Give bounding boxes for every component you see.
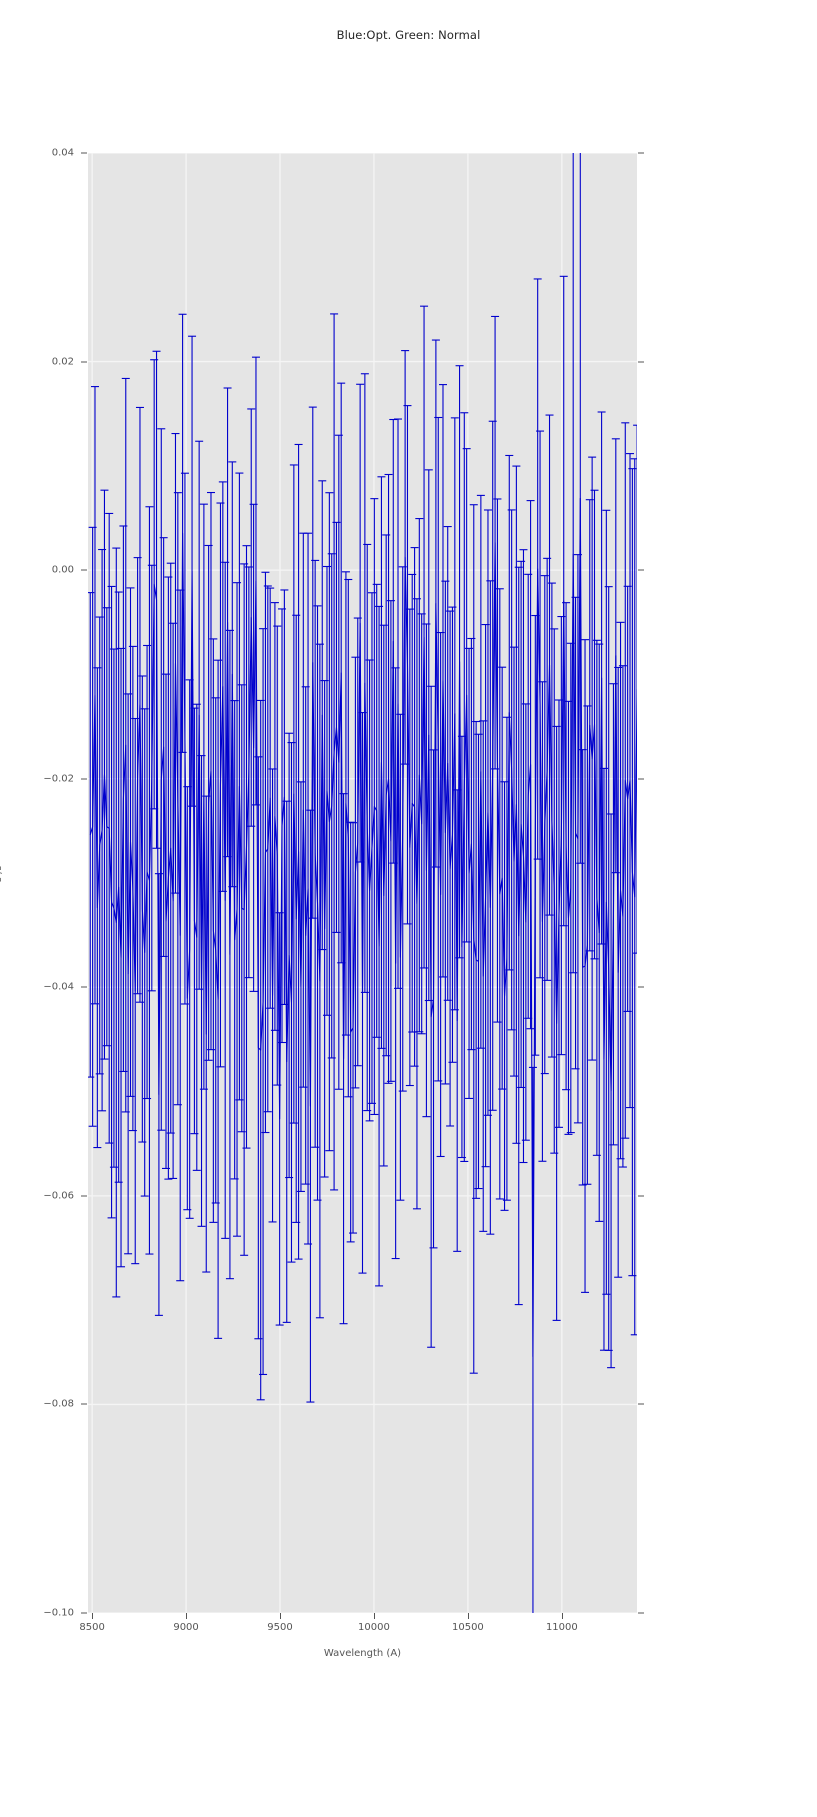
data-line-blue [89,497,637,1358]
x-tick-label: 10500 [451,1622,484,1633]
x-tick-label: 11000 [545,1622,578,1633]
x-tick-mark [373,1613,375,1619]
x-tick-mark [280,1613,282,1619]
y-tick-mark [81,986,87,988]
chart-title: Blue:Opt. Green: Normal [336,28,481,42]
y-tick-mark-right [638,152,644,154]
y-tick-mark-right [638,1195,644,1197]
y-tick-mark-right [638,778,644,780]
y-tick-label: 0.00 [51,564,74,576]
y-tick-mark-right [638,1403,644,1405]
y-tick-label: −0.08 [43,1398,74,1410]
y-tick-label: 0.02 [51,356,74,368]
spectrum-polyline [89,497,637,1358]
y-axis-label: e-/s [0,865,4,883]
plot-area [88,153,637,1613]
y-tick-label: −0.06 [43,1190,74,1202]
y-tick-mark [81,1403,87,1405]
x-axis-label: Wavelength (A) [323,1648,402,1659]
y-tick-mark-right [638,569,644,571]
plot-svg [88,153,637,1613]
y-tick-mark-right [638,986,644,988]
x-tick-mark [92,1613,94,1619]
x-tick-mark [186,1613,188,1619]
y-tick-mark [81,778,87,780]
y-tick-mark-right [638,1612,644,1614]
x-tick-label: 10000 [358,1622,390,1633]
y-tick-label: −0.10 [43,1607,74,1619]
x-tick-mark [467,1613,469,1619]
y-tick-label: −0.02 [43,773,74,785]
errorbar-series-blue [88,153,637,1613]
y-tick-mark [81,152,87,154]
y-tick-mark [81,1612,87,1614]
y-tick-mark-right [638,361,644,363]
y-tick-mark [81,569,87,571]
x-tick-label: 8500 [79,1622,105,1633]
x-tick-label: 9500 [267,1622,293,1633]
y-tick-label: −0.04 [43,981,74,993]
x-tick-mark [561,1613,563,1619]
y-tick-mark [81,361,87,363]
y-tick-label: 0.04 [51,147,74,159]
x-tick-label: 9000 [173,1622,199,1633]
y-tick-mark [81,1195,87,1197]
gridlines [88,153,637,1613]
